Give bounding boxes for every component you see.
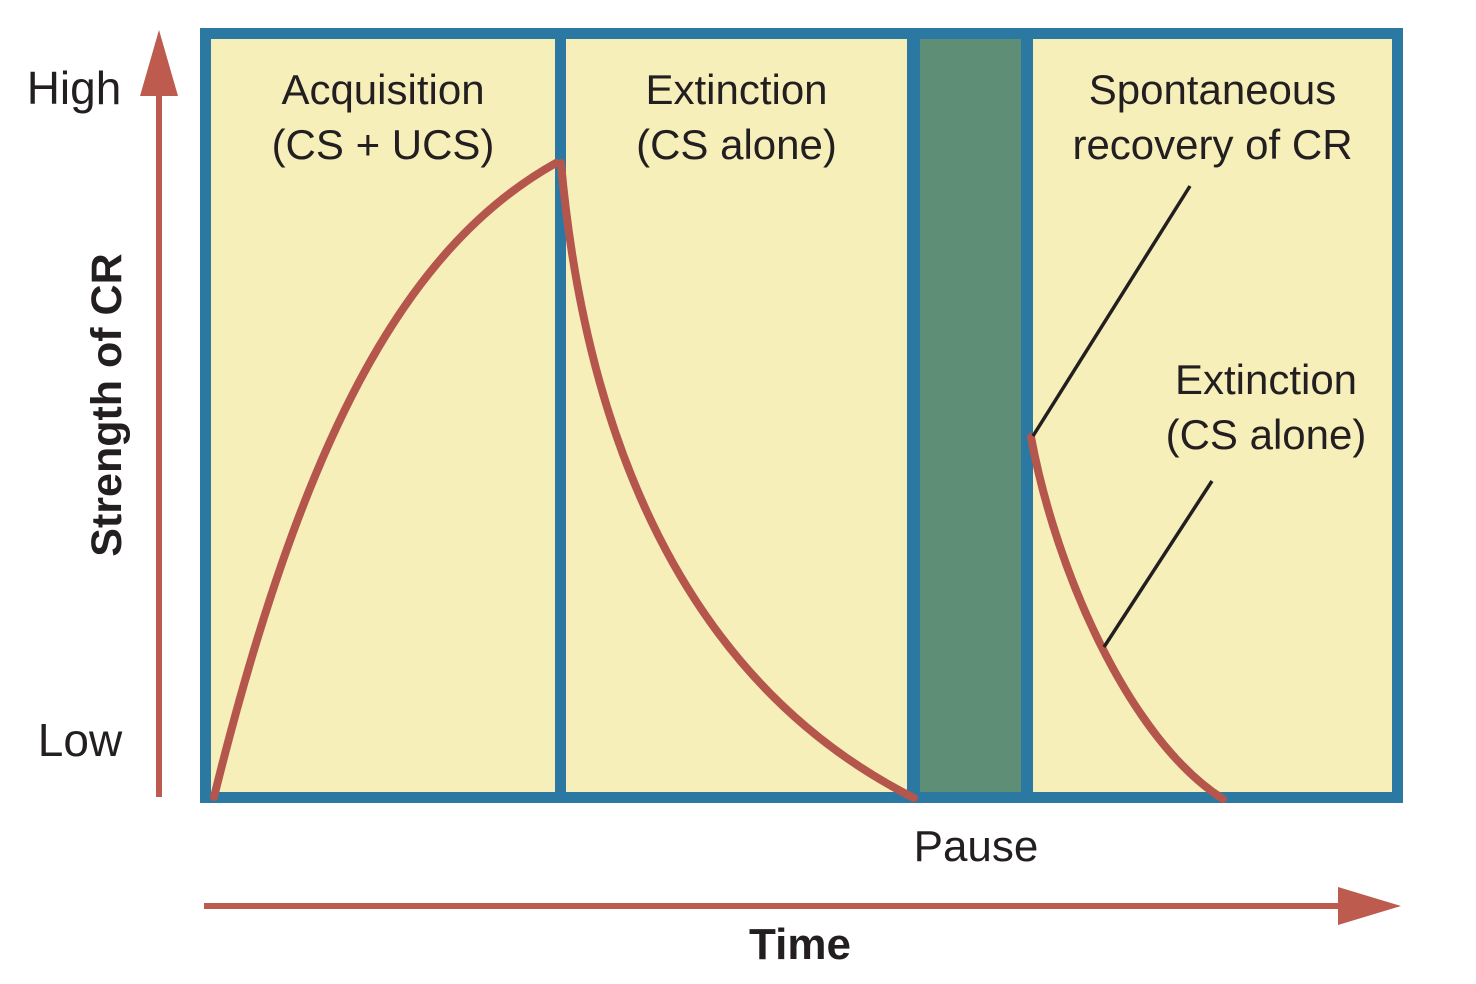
extinction-panel-label: Extinction (CS alone) [566,62,907,173]
divider-pause-recovery [1021,28,1033,803]
spontaneous-label-line2: recovery of CR [1072,121,1353,169]
acquisition-panel-label: Acquisition (CS + UCS) [211,62,555,173]
extinction-label-line2: (CS alone) [636,121,837,169]
y-axis-low-label: Low [37,714,123,766]
divider-extinction-pause [907,28,920,803]
acquisition-label-line1: Acquisition [281,66,485,113]
extinction2-label-line1: Extinction [1174,356,1358,403]
y-axis-high-label: High [26,62,122,114]
pause-label: Pause [913,822,1039,871]
spontaneous-recovery-panel-label: Spontaneous recovery of CR [1033,62,1392,173]
y-axis-title: Strength of CR [83,253,131,557]
extinction-label-line1: Extinction [645,66,828,113]
acquisition-label-line2: (CS + UCS) [271,121,495,169]
spontaneous-label-line1: Spontaneous [1088,66,1337,113]
extinction2-annotation-label: Extinction (CS alone) [1150,352,1382,463]
y-axis-arrowhead [140,30,178,96]
x-axis-arrowhead [1338,887,1401,925]
divider-acquisition-extinction [555,28,566,803]
pause-band [920,39,1021,792]
extinction2-label-line2: (CS alone) [1165,411,1367,459]
x-axis-title: Time [749,920,851,969]
